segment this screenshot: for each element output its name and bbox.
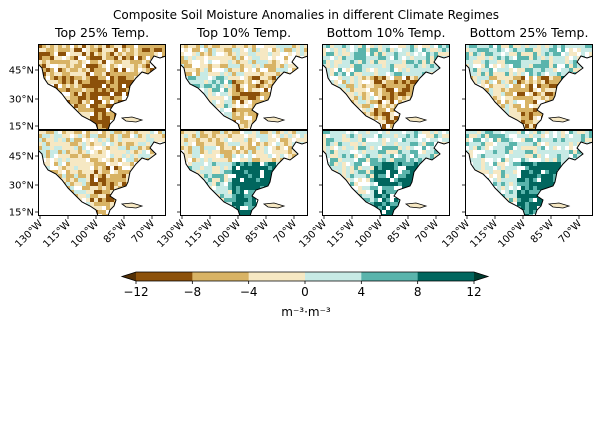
colorbar <box>122 272 488 281</box>
colorbar-tick-label: 8 <box>414 285 422 299</box>
map-panel <box>180 130 308 218</box>
column-title: Bottom 25% Temp. <box>470 25 589 40</box>
lon-tick-label: 100°W <box>211 218 243 250</box>
lat-tick-label: 30°N <box>9 181 34 192</box>
lat-tick-label: 45°N <box>9 152 34 163</box>
lon-tick-label: 100°W <box>69 218 101 250</box>
lon-tick-label: 70°W <box>130 218 157 245</box>
lon-tick-label: 115°W <box>468 218 500 250</box>
lat-tick-label: 30°N <box>9 95 34 106</box>
lon-tick-label: 100°W <box>496 218 528 250</box>
lon-tick-label: 130°W <box>297 218 329 250</box>
colorbar-tick-label: −8 <box>183 285 201 299</box>
colorbar-tick-label: 4 <box>358 285 366 299</box>
lon-tick-label: 100°W <box>353 218 385 250</box>
colorbar-tick-label: 0 <box>301 285 309 299</box>
map-panel <box>38 44 166 132</box>
colorbar-extend-low <box>122 272 136 281</box>
colorbar-tick-label: −12 <box>123 285 148 299</box>
colorbar-tick-label: 12 <box>466 285 481 299</box>
colorbar-label: m⁻³·m⁻³ <box>281 305 331 319</box>
lon-tick-label: 85°W <box>102 218 129 245</box>
colorbar-segment <box>249 272 306 281</box>
map-panel <box>465 44 593 132</box>
lon-tick-label: 130°W <box>13 218 45 250</box>
lon-tick-label: 115°W <box>183 218 215 250</box>
lon-tick-label: 130°W <box>440 218 472 250</box>
map-panel <box>38 130 166 218</box>
lat-tick-label: 15°N <box>9 122 34 133</box>
lon-tick-label: 115°W <box>325 218 357 250</box>
map-panel <box>322 44 450 132</box>
colorbar-tick-labels: −12 −8 −4 0 4 8 12 <box>123 281 481 299</box>
column-title: Top 25% Temp. <box>54 25 149 40</box>
colorbar-segment <box>192 272 249 281</box>
column-title: Bottom 10% Temp. <box>327 25 446 40</box>
figure-title: Composite Soil Moisture Anomalies in dif… <box>113 8 499 22</box>
map-panel <box>322 130 450 218</box>
lat-tick-label: 45°N <box>9 66 34 77</box>
column-titles: Top 25% Temp. Top 10% Temp. Bottom 10% Tem… <box>54 25 589 40</box>
colorbar-extend-high <box>474 272 488 281</box>
lon-tick-label: 130°W <box>155 218 187 250</box>
colorbar-segment <box>361 272 418 281</box>
colorbar-tick-label: −4 <box>240 285 258 299</box>
lon-tick-label: 70°W <box>272 218 299 245</box>
lon-tick-label: 85°W <box>386 218 413 245</box>
lon-tick-label: 115°W <box>41 218 73 250</box>
lon-tick-label: 70°W <box>414 218 441 245</box>
map-panels <box>38 44 593 218</box>
column-title: Top 10% Temp. <box>196 25 291 40</box>
lon-tick-label: 85°W <box>529 218 556 245</box>
colorbar-segment <box>418 272 475 281</box>
map-panel <box>465 130 593 218</box>
lon-tick-label: 70°W <box>557 218 584 245</box>
colorbar-segment <box>136 272 193 281</box>
colorbar-segment <box>305 272 362 281</box>
map-panel <box>180 44 308 132</box>
lon-tick-label: 85°W <box>244 218 271 245</box>
lat-tick-label: 15°N <box>9 208 34 219</box>
